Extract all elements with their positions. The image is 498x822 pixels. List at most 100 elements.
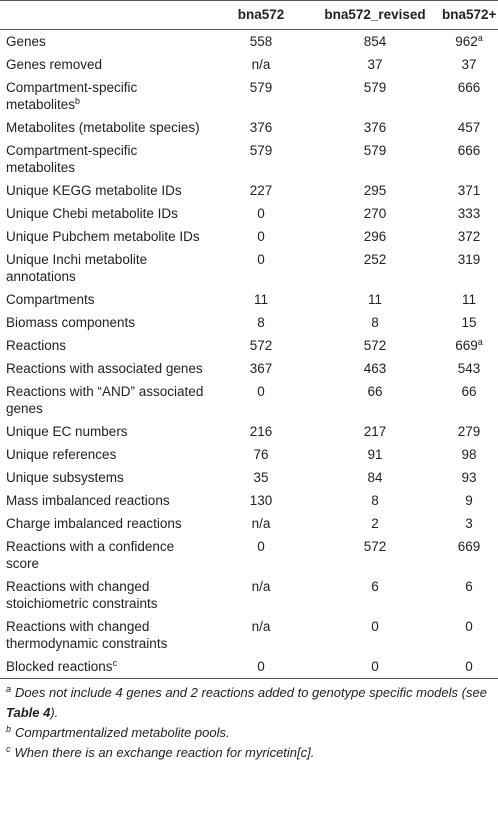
row-label: Mass imbalanced reactions (0, 489, 212, 512)
cell: 579 (310, 139, 440, 179)
footnote-mark: a (477, 33, 483, 43)
cell: 543 (440, 357, 498, 380)
cell: 0 (212, 535, 310, 575)
cell-text: 279 (457, 424, 481, 439)
footnote-mark: c (112, 658, 118, 668)
cell-text: 35 (253, 470, 269, 485)
cell: 37 (440, 53, 498, 76)
cell-text: 15 (461, 315, 477, 330)
cell-text: 91 (367, 447, 383, 462)
cell: 66 (440, 380, 498, 420)
row-label: Unique subsystems (0, 466, 212, 489)
footnote-mark: b (75, 96, 81, 106)
cell: 376 (310, 116, 440, 139)
row-label: Compartment-specific metabolitesb (0, 76, 212, 116)
cell: 579 (310, 76, 440, 116)
row-label: Metabolites (metabolite species) (0, 116, 212, 139)
row-label: Unique Chebi metabolite IDs (0, 202, 212, 225)
cell-text: Compartments (6, 292, 95, 307)
cell-text: 572 (249, 338, 273, 353)
table-row: Metabolites (metabolite species) 376 376 45… (0, 116, 498, 139)
cell-text: 0 (465, 659, 473, 674)
cell: 6 (440, 575, 498, 615)
row-label: Reactions with changed stoichiometric co… (0, 575, 212, 615)
header-text: bna572_revised (324, 7, 426, 22)
cell-text: 98 (461, 447, 477, 462)
cell: 463 (310, 357, 440, 380)
cell: 0 (212, 655, 310, 679)
header-text: bna572+ (442, 7, 497, 22)
cell-text: 558 (249, 34, 273, 49)
cell-text: 666 (457, 143, 481, 158)
cell-text: 37 (461, 57, 477, 72)
table-row: Biomass components 8 8 15 (0, 311, 498, 334)
cell: 217 (310, 420, 440, 443)
cell-text: n/a (251, 57, 271, 72)
table-header: bna572 bna572_revised bna572+ (0, 0, 498, 30)
footnote: c When there is an exchange reaction for … (6, 743, 494, 763)
cell-text: 854 (363, 34, 387, 49)
cell-text: 3 (465, 516, 473, 531)
cell-text: 252 (363, 252, 387, 267)
cell-text: 669 (457, 539, 481, 554)
cell-text: 376 (363, 120, 387, 135)
cell: n/a (212, 512, 310, 535)
cell-text: 295 (363, 183, 387, 198)
cell-text: 0 (257, 659, 265, 674)
table-row: Blocked reactionsc 0 0 0 (0, 655, 498, 679)
cell-text: Reactions with associated genes (6, 361, 203, 376)
table-row: Charge imbalanced reactions n/a 2 3 (0, 512, 498, 535)
footnote-mark: b (6, 724, 12, 734)
cell-text: 6 (371, 579, 379, 594)
row-label: Unique KEGG metabolite IDs (0, 179, 212, 202)
cell-text: 319 (457, 252, 481, 267)
cell-text: 217 (363, 424, 387, 439)
table-row: Unique Pubchem metabolite IDs 0 296 372 (0, 225, 498, 248)
cell: 93 (440, 466, 498, 489)
table-row: Mass imbalanced reactions 130 8 9 (0, 489, 498, 512)
cell: 130 (212, 489, 310, 512)
cell: 66 (310, 380, 440, 420)
cell-text: Reactions with changed thermodynamic con… (6, 619, 168, 651)
table-body: Genes 558 854 962a Genes removed n/a 37 37 Compa… (0, 30, 498, 679)
cell: 367 (212, 357, 310, 380)
table-row: Unique Inchi metabolite annotations 0 252 3… (0, 248, 498, 288)
header-cell: bna572 (212, 0, 310, 30)
footnote-text: When there is an exchange reaction for m… (14, 745, 315, 760)
cell: 216 (212, 420, 310, 443)
cell: 666 (440, 76, 498, 116)
cell: 372 (440, 225, 498, 248)
footnote: a Does not include 4 genes and 2 reaction… (6, 683, 494, 723)
cell-text: 0 (465, 619, 473, 634)
cell: 558 (212, 30, 310, 54)
cell-text: 9 (465, 493, 473, 508)
cell-text: 543 (457, 361, 481, 376)
cell: 0 (310, 615, 440, 655)
cell-text: 0 (257, 229, 265, 244)
cell-text: 579 (363, 143, 387, 158)
cell-text: 0 (371, 619, 379, 634)
cell: 962a (440, 30, 498, 54)
cell-text: Genes removed (6, 57, 103, 72)
cell-text: 8 (371, 493, 379, 508)
cell-text: 666 (457, 80, 481, 95)
cell-text: Biomass components (6, 315, 136, 330)
cell-text: 37 (367, 57, 383, 72)
cell: 0 (212, 202, 310, 225)
cell-text: 270 (363, 206, 387, 221)
cell-text: Reactions with “AND” associated genes (6, 384, 204, 416)
row-label: Unique Pubchem metabolite IDs (0, 225, 212, 248)
cell-text: 371 (457, 183, 481, 198)
row-label: Blocked reactionsc (0, 655, 212, 679)
cell: 11 (440, 288, 498, 311)
table-row: Reactions with changed thermodynamic con… (0, 615, 498, 655)
table-row: Unique references 76 91 98 (0, 443, 498, 466)
footnote: b Compartmentalized metabolite pools. (6, 723, 494, 743)
cell-text: 0 (257, 252, 265, 267)
cell: 270 (310, 202, 440, 225)
row-label: Charge imbalanced reactions (0, 512, 212, 535)
cell: 98 (440, 443, 498, 466)
cell-text: 8 (257, 315, 265, 330)
cell: 572 (310, 334, 440, 357)
cell-text: Unique subsystems (6, 470, 124, 485)
